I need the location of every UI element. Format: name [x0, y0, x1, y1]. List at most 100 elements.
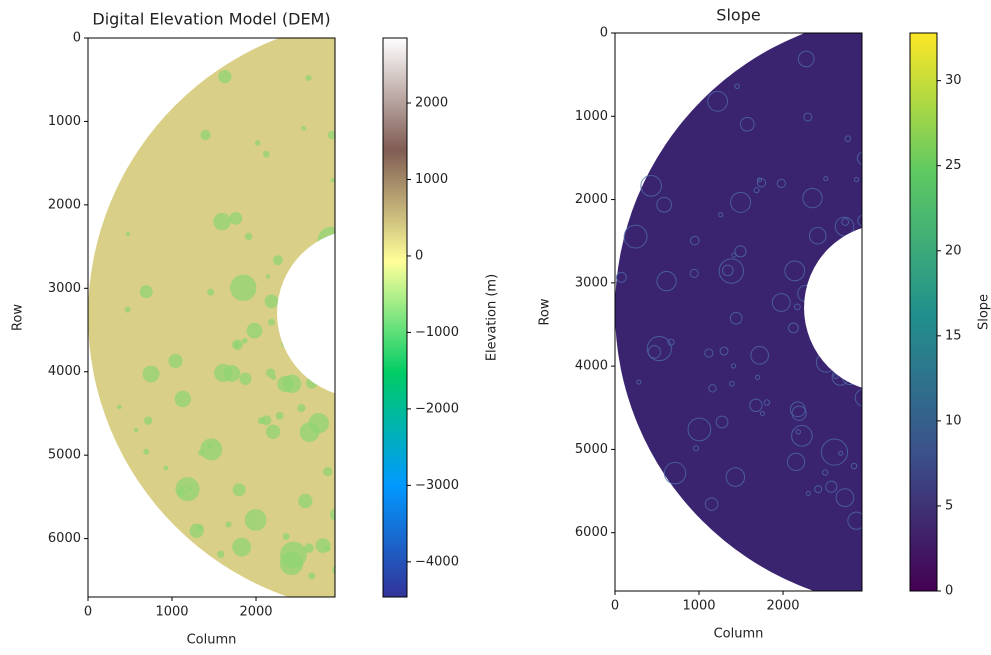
image-feature: [229, 212, 242, 225]
image-feature: [889, 193, 894, 198]
image-feature: [876, 190, 881, 195]
y-tick-label: 2000: [575, 192, 608, 207]
image-feature: [263, 151, 270, 158]
image-feature: [868, 84, 878, 94]
image-feature: [283, 533, 290, 540]
image-feature: [266, 368, 275, 377]
image-feature: [217, 551, 224, 558]
image-feature: [355, 304, 364, 313]
y-tick-label: 0: [73, 31, 81, 46]
y-tick-label: 6000: [48, 531, 81, 546]
image-feature: [126, 232, 130, 236]
colorbar-tick-label: −2000: [415, 401, 459, 416]
image-feature: [330, 508, 343, 521]
image-feature: [245, 233, 252, 240]
chart-title: Digital Elevation Model (DEM): [92, 10, 330, 29]
image-feature: [869, 520, 881, 532]
image-feature: [877, 57, 890, 70]
image-feature: [891, 55, 912, 76]
image-feature: [883, 217, 893, 227]
y-tick-label: 4000: [575, 359, 608, 374]
image-feature: [232, 339, 243, 350]
image-feature: [903, 142, 907, 146]
image-feature: [885, 174, 898, 187]
image-feature: [200, 438, 222, 460]
image-feature: [247, 323, 263, 339]
y-tick-label: 3000: [575, 275, 608, 290]
image-feature: [881, 354, 894, 367]
image-feature: [872, 570, 886, 584]
colorbar-tick-label: 1000: [415, 172, 448, 187]
image-feature: [891, 307, 912, 328]
image-feature: [340, 256, 346, 262]
image-feature: [367, 342, 378, 353]
image-feature: [347, 342, 354, 349]
image-feature: [870, 509, 875, 514]
x-tick-label: 0: [84, 605, 92, 620]
image-feature: [355, 470, 370, 485]
image-feature: [265, 294, 279, 308]
image-feature: [232, 538, 251, 557]
x-tick-label: 1000: [155, 605, 188, 620]
image-feature: [344, 328, 355, 339]
image-feature: [881, 304, 885, 308]
image-feature: [339, 423, 345, 429]
image-feature: [882, 322, 899, 339]
image-feature: [901, 448, 908, 455]
colorbar-tick-label: −3000: [415, 478, 459, 493]
image-feature: [266, 274, 270, 278]
image-feature: [117, 405, 122, 410]
image-feature: [337, 438, 354, 455]
image-feature: [870, 130, 877, 137]
image-feature: [896, 276, 900, 280]
image-feature: [276, 412, 284, 420]
image-feature: [332, 565, 342, 575]
y-tick-label: 6000: [575, 525, 608, 540]
image-feature: [301, 126, 306, 131]
y-tick-label: 3000: [48, 281, 81, 296]
image-feature: [143, 366, 160, 383]
image-feature: [255, 140, 261, 146]
image-feature: [345, 218, 367, 240]
y-axis-label: Row: [538, 298, 553, 325]
image-feature: [360, 257, 366, 263]
image-feature: [367, 319, 379, 331]
image-feature: [374, 245, 378, 249]
image-feature: [316, 538, 331, 553]
image-feature: [308, 572, 315, 579]
image-feature: [900, 306, 905, 311]
image-feature: [198, 450, 204, 456]
image-feature: [896, 271, 912, 287]
image-feature: [894, 305, 911, 322]
image-feature: [903, 321, 910, 328]
image-feature: [300, 422, 320, 442]
colorbar-tick-label: 2000: [415, 96, 448, 111]
image-feature: [207, 289, 214, 296]
image-feature: [331, 178, 335, 182]
y-axis-label: Row: [11, 304, 26, 331]
image-feature: [897, 296, 909, 308]
image-feature: [304, 543, 314, 553]
y-tick-label: 4000: [48, 364, 81, 379]
image-feature: [878, 415, 882, 419]
image-feature: [140, 285, 153, 298]
image-feature: [377, 299, 381, 303]
image-feature: [175, 391, 191, 407]
image-feature: [878, 498, 897, 517]
x-tick-label: 0: [611, 599, 619, 614]
image-feature: [213, 213, 231, 231]
colorbar-tick-label: 15: [945, 328, 962, 343]
image-feature: [354, 338, 364, 348]
image-feature: [903, 279, 907, 283]
image-feature: [359, 428, 367, 436]
colorbar-tick-label: 25: [945, 158, 962, 173]
image-feature: [189, 524, 203, 538]
image-feature: [359, 300, 370, 311]
colorbar-tick-label: 30: [945, 73, 962, 88]
image-feature: [883, 109, 892, 118]
image-feature: [369, 292, 377, 300]
image-feature: [207, 443, 212, 448]
colorbar-tick-label: 10: [945, 413, 962, 428]
image-feature: [239, 373, 251, 385]
